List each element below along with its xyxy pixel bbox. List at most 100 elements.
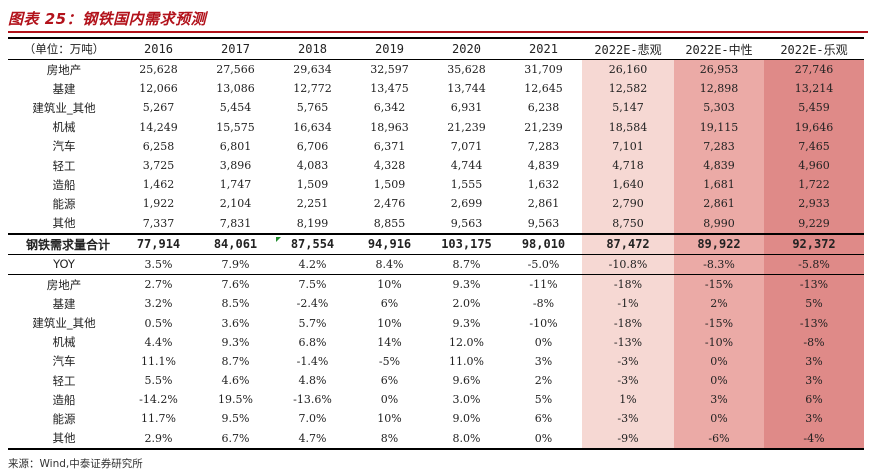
demand-cell: 7,101 xyxy=(582,136,674,156)
demand-section: 房地产 25,628 27,566 29,634 32,597 35,628 31,709 2… xyxy=(8,59,864,234)
growth-row-label: 汽车 xyxy=(52,354,76,369)
growth-cell: -15% xyxy=(674,274,764,295)
growth-cell: 3.6% xyxy=(221,316,250,330)
growth-cell: -13% xyxy=(582,332,674,352)
demand-cell: 2,699 xyxy=(450,197,483,211)
growth-cell: 0% xyxy=(380,393,399,407)
figure-title: 图表 25：钢铁国内需求预测 xyxy=(8,10,207,28)
growth-section: 房地产 2.7% 7.6% 7.5% 10% 9.3% -11% -18% -15% -13% 基建… xyxy=(8,274,864,450)
demand-cell: 8,855 xyxy=(373,216,406,230)
demand-cell: 4,744 xyxy=(450,159,483,173)
demand-cell: 35,628 xyxy=(447,63,486,77)
growth-cell: 10% xyxy=(377,278,402,292)
demand-row: 汽车 6,258 6,801 6,706 6,371 7,071 7,283 7,101 7,2… xyxy=(8,136,864,156)
demand-cell: 2,104 xyxy=(219,197,252,211)
growth-cell: 3% xyxy=(764,351,864,371)
demand-cell: 18,963 xyxy=(370,120,409,134)
yoy-cell: 4.2% xyxy=(274,254,351,276)
growth-cell: 3% xyxy=(764,371,864,391)
growth-cell: 0% xyxy=(505,428,582,450)
demand-cell: 7,071 xyxy=(450,139,483,153)
demand-cell: 13,086 xyxy=(216,82,255,96)
growth-cell: 6% xyxy=(534,412,553,426)
demand-cell: 1,722 xyxy=(764,175,864,195)
growth-row-label: 机械 xyxy=(52,335,76,350)
growth-cell: 9.3% xyxy=(452,316,481,330)
growth-row-label: 造船 xyxy=(52,392,76,407)
growth-cell: 2% xyxy=(674,294,764,314)
col-header: 2022E-中性 xyxy=(674,37,764,60)
growth-cell: 0% xyxy=(674,409,764,429)
demand-cell: 2,251 xyxy=(296,197,329,211)
growth-cell: -13.6% xyxy=(293,393,332,407)
growth-row: 能源 11.7% 9.5% 7.0% 10% 9.0% 6% -3% 0% 3% xyxy=(8,409,864,429)
growth-row: 造船 -14.2% 19.5% -13.6% 0% 3.0% 5% 1% 3% 6% xyxy=(8,390,864,410)
growth-cell: -14.2% xyxy=(139,393,178,407)
demand-row: 其他 7,337 7,831 8,199 8,855 9,563 9,563 8,750 8,9… xyxy=(8,213,864,234)
total-cell: 92,372 xyxy=(764,232,864,255)
growth-cell: 19.5% xyxy=(218,393,253,407)
yoy-cell: 8.4% xyxy=(351,254,428,276)
growth-cell: 6% xyxy=(764,390,864,410)
demand-cell: 27,746 xyxy=(764,59,864,80)
yoy-cell: -5.8% xyxy=(764,254,864,276)
growth-cell: 2.9% xyxy=(120,428,197,450)
demand-cell: 1,632 xyxy=(527,178,560,192)
steel-demand-table: （单位：万吨） 2016 2017 2018 2019 2020 2021 20… xyxy=(8,37,864,450)
demand-cell: 5,147 xyxy=(582,98,674,118)
demand-cell: 9,563 xyxy=(450,216,483,230)
growth-cell: 6% xyxy=(380,297,399,311)
growth-cell: -10% xyxy=(529,316,558,330)
demand-cell: 1,555 xyxy=(450,178,483,192)
demand-row-label: 机械 xyxy=(52,120,76,135)
demand-cell: 8,990 xyxy=(674,213,764,234)
growth-cell: -3% xyxy=(582,351,674,371)
demand-cell: 4,960 xyxy=(764,155,864,176)
demand-row-label: 其他 xyxy=(52,216,76,231)
growth-cell: -1% xyxy=(582,294,674,314)
demand-cell: 4,839 xyxy=(527,159,560,173)
growth-cell: 6% xyxy=(380,374,399,388)
demand-cell: 2,790 xyxy=(582,194,674,214)
growth-cell: -8% xyxy=(764,332,864,352)
growth-cell: -1.4% xyxy=(296,354,329,368)
total-cell: 87,472 xyxy=(582,232,674,255)
demand-cell: 13,214 xyxy=(764,79,864,99)
demand-cell: 12,898 xyxy=(674,79,764,99)
demand-cell: 2,476 xyxy=(373,197,406,211)
growth-cell: 4.4% xyxy=(144,335,173,349)
growth-row: 基建 3.2% 8.5% -2.4% 6% 2.0% -8% -1% 2% 5% xyxy=(8,294,864,314)
demand-cell: 6,342 xyxy=(373,101,406,115)
table-header-row: （单位：万吨） 2016 2017 2018 2019 2020 2021 20… xyxy=(8,37,864,60)
growth-cell: 1% xyxy=(582,390,674,410)
demand-cell: 27,566 xyxy=(216,63,255,77)
demand-cell: 26,160 xyxy=(582,59,674,80)
growth-cell: 3% xyxy=(534,354,553,368)
demand-cell: 1,747 xyxy=(219,178,252,192)
growth-cell: 2.7% xyxy=(144,278,173,292)
col-header: 2016 xyxy=(120,37,197,60)
demand-row: 机械 14,249 15,575 16,634 18,963 21,239 21,239 18… xyxy=(8,117,864,137)
growth-cell: 5% xyxy=(764,294,864,314)
total-row: 钢铁需求量合计 77,914 84,061 87,554 94,916 103,… xyxy=(8,232,864,255)
growth-row-label: 基建 xyxy=(52,296,76,311)
yoy-cell: 8.7% xyxy=(428,254,505,276)
demand-cell: 7,465 xyxy=(764,136,864,156)
demand-row: 房地产 25,628 27,566 29,634 32,597 35,628 31,709 2… xyxy=(8,59,864,80)
growth-cell: -3% xyxy=(582,371,674,391)
demand-row-label: 能源 xyxy=(52,196,76,211)
growth-cell: 3.2% xyxy=(144,297,173,311)
growth-row: 机械 4.4% 9.3% 6.8% 14% 12.0% 0% -13% -10% -8% xyxy=(8,332,864,352)
col-header: 2017 xyxy=(197,37,274,60)
yoy-cell: 3.5% xyxy=(120,254,197,276)
growth-cell: 4.7% xyxy=(274,428,351,450)
demand-cell: 31,709 xyxy=(524,63,563,77)
demand-cell: 12,066 xyxy=(139,82,178,96)
demand-cell: 16,634 xyxy=(293,120,332,134)
demand-cell: 18,584 xyxy=(582,117,674,137)
demand-cell: 1,509 xyxy=(296,178,329,192)
demand-row-label: 造船 xyxy=(52,177,76,192)
demand-cell: 6,371 xyxy=(373,139,406,153)
yoy-row: YOY 3.5% 7.9% 4.2% 8.4% 8.7% -5.0% -10.8… xyxy=(8,254,864,276)
growth-cell: 7.5% xyxy=(298,278,327,292)
